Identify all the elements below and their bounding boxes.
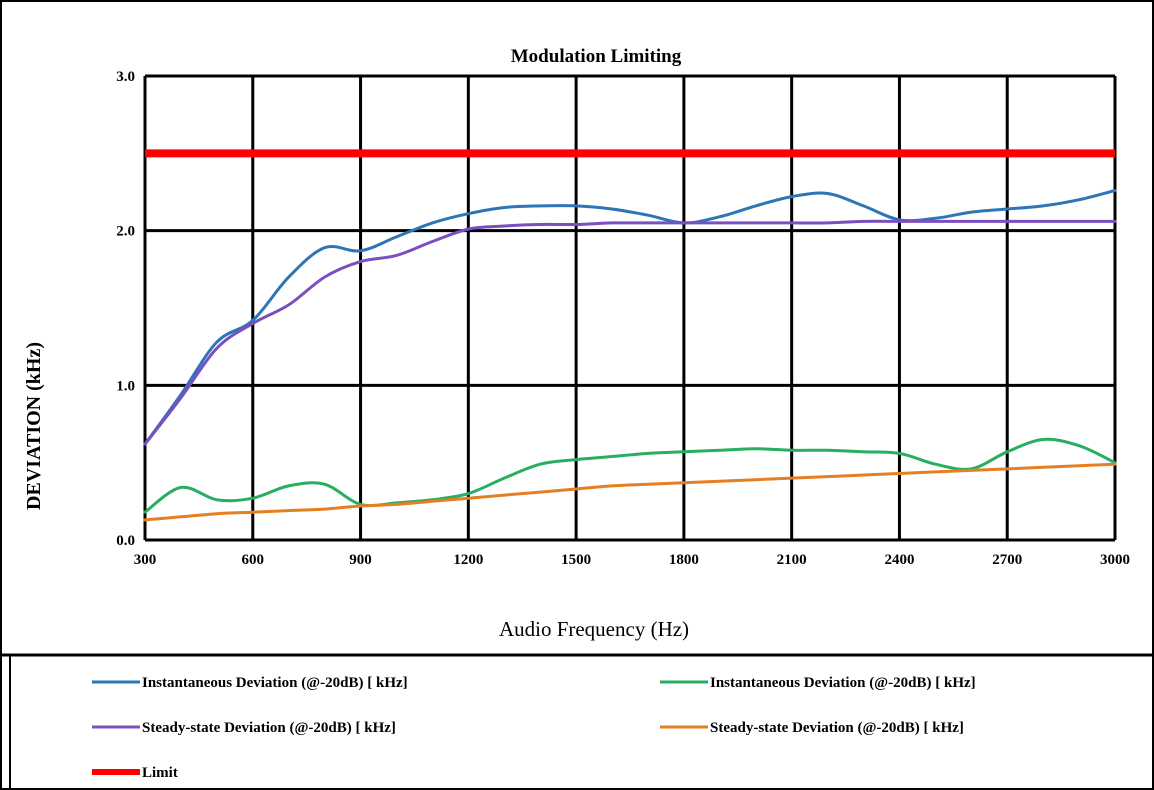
x-tick-label-7: 2400	[884, 552, 914, 568]
y-tick-label-0: 0.0	[116, 533, 135, 549]
legend-label-2: Instantaneous Deviation (@-20dB) [ kHz]	[710, 675, 976, 691]
x-tick-labels: 300 600 900 1200 1500 1800 2100 2400 2700 3000	[134, 552, 1130, 568]
x-tick-label-2: 900	[349, 552, 372, 568]
x-tick-label-5: 1800	[669, 552, 699, 568]
x-tick-label-1: 600	[242, 552, 265, 568]
series-lines	[143, 149, 1117, 522]
y-tick-labels: 0.0 1.0 2.0 3.0	[116, 69, 135, 549]
legend-label-4: Limit	[142, 765, 178, 781]
series-inst-dev-a-line	[143, 189, 1117, 446]
series-steady-dev-b-line	[143, 462, 1117, 522]
legend: Instantaneous Deviation (@-20dB) [ kHz] S…	[92, 675, 976, 781]
y-axis-label: DEVIATION (kHz)	[23, 342, 45, 510]
legend-label-0: Instantaneous Deviation (@-20dB) [ kHz]	[142, 675, 408, 691]
y-tick-label-2: 2.0	[116, 224, 135, 240]
y-tick-label-3: 3.0	[116, 69, 135, 85]
x-tick-label-4: 1500	[561, 552, 591, 568]
legend-label-3: Steady-state Deviation (@-20dB) [ kHz]	[710, 720, 964, 736]
chart-title: Modulation Limiting	[511, 46, 682, 67]
x-tick-label-6: 2100	[777, 552, 807, 568]
x-axis-label: Audio Frequency (Hz)	[499, 617, 689, 641]
series-steady-dev-a-line	[143, 219, 1117, 446]
y-tick-label-1: 1.0	[116, 378, 135, 394]
x-tick-label-8: 2700	[992, 552, 1022, 568]
legend-label-1: Steady-state Deviation (@-20dB) [ kHz]	[142, 720, 396, 736]
series-inst-dev-b-line	[143, 437, 1117, 514]
x-tick-label-3: 1200	[453, 552, 483, 568]
x-tick-label-0: 300	[134, 552, 157, 568]
x-tick-label-9: 3000	[1100, 552, 1130, 568]
